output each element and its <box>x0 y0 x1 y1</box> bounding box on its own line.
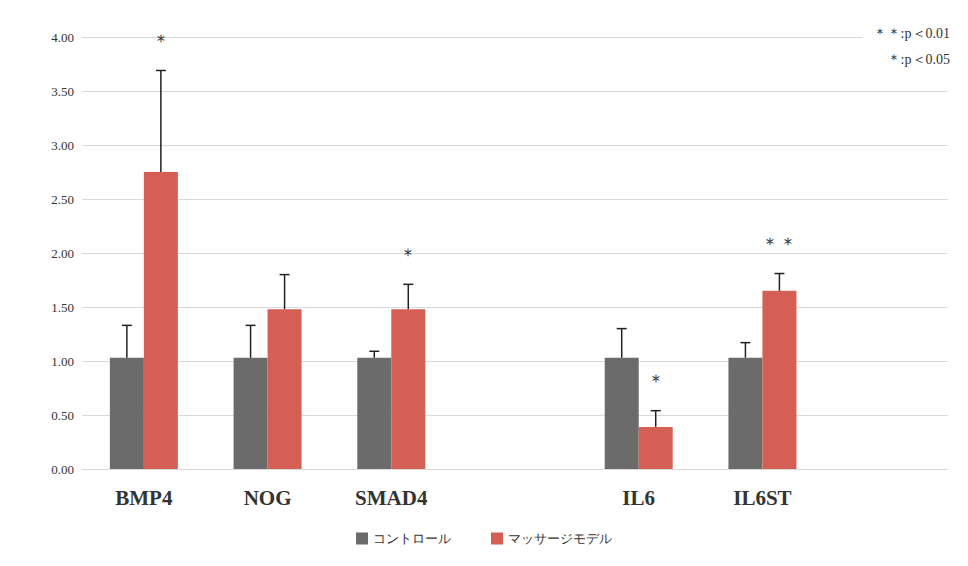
svg-text:＊＊: ＊＊ <box>761 233 797 254</box>
svg-text:＊: ＊ <box>152 30 170 51</box>
svg-text:1.50: 1.50 <box>51 300 74 315</box>
svg-text:2.00: 2.00 <box>51 246 74 261</box>
svg-text:4.00: 4.00 <box>51 30 74 45</box>
svg-text:＊: ＊ <box>399 244 417 265</box>
svg-text:＊:p＜0.05: ＊:p＜0.05 <box>887 52 950 67</box>
svg-text:IL6: IL6 <box>622 486 655 510</box>
svg-text:1.00: 1.00 <box>51 354 74 369</box>
svg-text:IL6ST: IL6ST <box>733 486 791 510</box>
svg-text:BMP4: BMP4 <box>115 486 173 510</box>
svg-text:3.00: 3.00 <box>51 138 74 153</box>
svg-text:NOG: NOG <box>244 486 292 510</box>
svg-text:コントロール: コントロール <box>373 531 451 546</box>
svg-text:3.50: 3.50 <box>51 84 74 99</box>
svg-text:マッサージモデル: マッサージモデル <box>508 531 612 546</box>
svg-text:SMAD4: SMAD4 <box>355 486 428 510</box>
svg-text:＊＊:p＜0.01: ＊＊:p＜0.01 <box>873 26 950 41</box>
svg-text:2.50: 2.50 <box>51 192 74 207</box>
svg-text:0.50: 0.50 <box>51 408 74 423</box>
svg-text:＊: ＊ <box>647 370 665 391</box>
svg-text:0.00: 0.00 <box>51 462 74 477</box>
